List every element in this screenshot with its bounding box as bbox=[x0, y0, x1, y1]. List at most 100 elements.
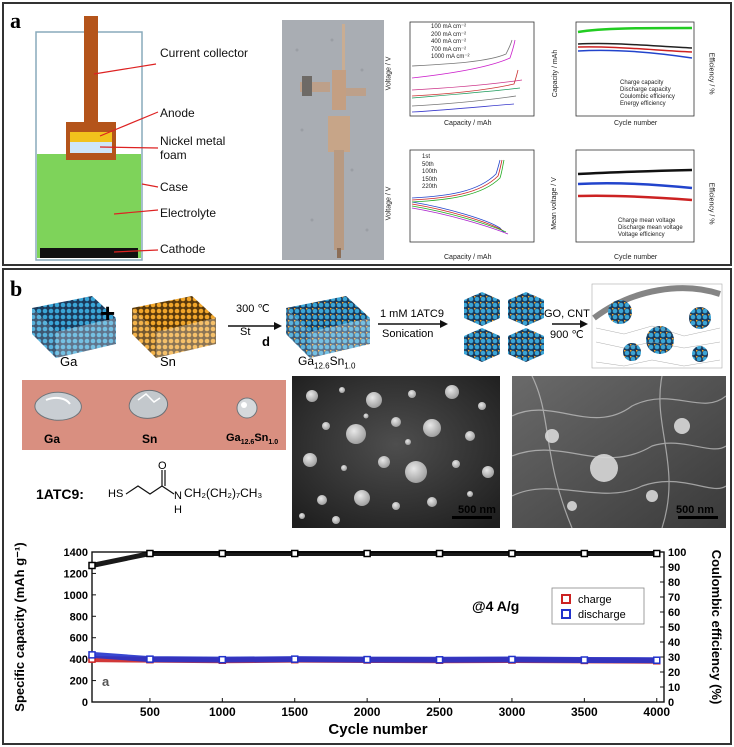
scheme-label-ga: Ga bbox=[60, 354, 78, 369]
legend-entry: 200 mA cm⁻² bbox=[431, 31, 467, 38]
step2-label-bottom: Sonication bbox=[382, 328, 434, 340]
y-tick-label: 400 bbox=[70, 654, 88, 666]
photo-label-sn: Sn bbox=[142, 432, 158, 446]
photo-label-alloy: Ga12.6Sn1.0 bbox=[226, 432, 279, 447]
molecule-n: N bbox=[174, 490, 182, 502]
molecule-name: 1ATC9: bbox=[36, 486, 84, 502]
schematic-label: Current collector bbox=[160, 46, 249, 60]
nickel-foam bbox=[70, 142, 112, 153]
y-tick-label: 0 bbox=[82, 697, 88, 709]
data-point bbox=[146, 655, 154, 663]
legend-entry: Charge capacity bbox=[620, 80, 664, 86]
legend-entry: 100th bbox=[422, 169, 438, 175]
legend-label: charge bbox=[578, 594, 612, 606]
y-tick-label: 1000 bbox=[64, 590, 88, 602]
chart2-ylabel: Capacity / mAh bbox=[552, 49, 560, 98]
chart1-ylabel: Voltage / V bbox=[385, 56, 393, 91]
data-point bbox=[653, 549, 661, 558]
chart4-y2label: Efficiency / % bbox=[707, 182, 715, 225]
legend-entry: 100 mA cm⁻² bbox=[431, 24, 467, 30]
legend-entry: 220th bbox=[422, 184, 438, 190]
data-point bbox=[290, 655, 299, 663]
sem1-scale-label: 500 nm bbox=[458, 504, 496, 516]
y-tick-label: 1200 bbox=[64, 568, 88, 580]
sem2-scale-label: 500 nm bbox=[676, 504, 714, 516]
data-point bbox=[508, 655, 516, 664]
legend-entry: 1st bbox=[422, 154, 431, 160]
x-tick-label: 2500 bbox=[426, 705, 453, 719]
data-point bbox=[363, 549, 371, 558]
y2-axis-title: Coulombic efficiency (%) bbox=[709, 550, 724, 705]
schematic-label: Nickel metal foam bbox=[160, 134, 226, 162]
electrolyte bbox=[37, 154, 141, 258]
x-tick-label: 2000 bbox=[354, 705, 381, 719]
chart-capacity-cycle bbox=[575, 21, 695, 117]
data-point bbox=[218, 549, 227, 558]
chart-voltage-capacity-cycles bbox=[409, 149, 535, 243]
photo-label-ga: Ga bbox=[44, 432, 61, 446]
step3-label-top: GO, CNT bbox=[544, 308, 590, 320]
pointer-lines bbox=[93, 63, 159, 253]
panel-a: a Current collector Anode Nickel metal f… bbox=[2, 2, 732, 266]
data-point bbox=[88, 561, 96, 570]
cathode bbox=[40, 248, 138, 258]
x-tick-label: 4000 bbox=[643, 705, 670, 719]
legend-entry: Voltage efficiency bbox=[618, 232, 665, 238]
legend-entry: 1000 mA cm⁻² bbox=[431, 54, 470, 60]
data-point bbox=[88, 651, 96, 659]
battery-schematic bbox=[35, 16, 159, 261]
legend-entry: Discharge capacity bbox=[620, 87, 671, 93]
chart1-legend: 100 mA cm⁻² 200 mA cm⁻² 400 mA cm⁻² 700 … bbox=[431, 24, 470, 62]
device-photo bbox=[282, 20, 384, 260]
molecule-sh: HS bbox=[108, 488, 124, 500]
sem-image-2 bbox=[512, 376, 726, 528]
x-tick-label: 500 bbox=[140, 705, 160, 719]
schematic-label: Electrolyte bbox=[160, 206, 217, 220]
anode bbox=[70, 132, 112, 142]
series-line bbox=[91, 651, 657, 664]
scheme-label-alloy: Ga12.6Sn1.0 bbox=[298, 354, 356, 371]
legend-entry: Energy efficiency bbox=[620, 101, 666, 107]
chart-annotation: @4 A/g bbox=[472, 598, 520, 614]
chart2-xlabel: Cycle number bbox=[614, 120, 658, 127]
stray-letter-d: d bbox=[262, 334, 270, 349]
stray-letter-a: a bbox=[102, 674, 110, 689]
chart4-legend: Charge mean voltage Discharge mean volta… bbox=[618, 218, 683, 239]
chart-mean-voltage-cycle bbox=[575, 149, 695, 243]
y2-tick-label: 90 bbox=[668, 562, 680, 574]
chart2-legend: Charge capacity Discharge capacity Coulo… bbox=[620, 80, 675, 108]
legend-marker bbox=[561, 594, 571, 604]
molecule-structure bbox=[125, 470, 175, 495]
legend-entry: 700 mA cm⁻² bbox=[431, 46, 467, 53]
x-axis-title: Cycle number bbox=[328, 721, 427, 738]
y2-tick-label: 60 bbox=[668, 607, 680, 619]
molecule-o: O bbox=[158, 460, 167, 472]
data-point bbox=[290, 549, 299, 558]
legend-entry: 150th bbox=[422, 176, 438, 183]
data-point bbox=[218, 655, 227, 664]
sem-image-1 bbox=[292, 376, 500, 528]
plot-frame bbox=[91, 551, 665, 703]
chart2-y2label: Efficiency / % bbox=[707, 52, 715, 95]
x-tick-label: 1000 bbox=[209, 705, 236, 719]
y-tick-label: 200 bbox=[70, 676, 88, 688]
y-tick-label: 600 bbox=[70, 633, 88, 645]
y2-tick-label: 0 bbox=[668, 697, 674, 709]
current-collector bbox=[84, 16, 98, 126]
y2-tick-label: 50 bbox=[668, 622, 680, 634]
data-point bbox=[435, 549, 444, 558]
chart3-xlabel: Capacity / mAh bbox=[444, 254, 492, 261]
chart4-ylabel: Mean voltage / V bbox=[550, 177, 558, 230]
data-point bbox=[508, 549, 516, 558]
metals-photo bbox=[22, 380, 286, 450]
legend-label: discharge bbox=[578, 609, 626, 621]
y-tick-label: 1400 bbox=[64, 547, 88, 559]
x-tick-label: 1500 bbox=[281, 705, 308, 719]
y2-tick-label: 80 bbox=[668, 577, 680, 589]
data-point bbox=[363, 655, 371, 664]
y2-tick-label: 30 bbox=[668, 652, 680, 664]
legend-entry: Discharge mean voltage bbox=[618, 225, 683, 231]
x-tick-label: 3500 bbox=[571, 705, 598, 719]
y2-tick-label: 10 bbox=[668, 682, 680, 694]
y-tick-label: 800 bbox=[70, 611, 88, 623]
